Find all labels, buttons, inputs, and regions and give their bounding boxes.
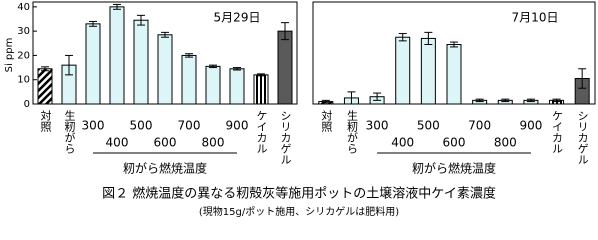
x-tick-label: 600	[443, 136, 466, 150]
error-bar	[450, 41, 458, 48]
group-label: 籾がら燃焼温度	[123, 161, 207, 176]
x-tick-label: 400	[391, 136, 414, 150]
bar	[181, 54, 197, 105]
x-tick-label: シリカゲル	[279, 110, 292, 165]
error-bar	[281, 22, 289, 41]
y-tick-label: 30	[17, 26, 30, 37]
x-tick-label: 生籾がら	[345, 109, 358, 154]
error-bar	[113, 3, 121, 10]
error-bar	[526, 98, 535, 103]
x-tick-label: 500	[130, 119, 153, 133]
y-tick-label: 0	[24, 99, 30, 110]
x-tick-label: シリカゲル	[576, 110, 589, 165]
bar	[85, 23, 101, 105]
error-bar	[552, 98, 561, 103]
bar	[37, 68, 53, 105]
x-tick-label: 800	[202, 136, 225, 150]
bar	[133, 19, 149, 105]
bar	[420, 37, 436, 105]
x-tick-label: 700	[468, 119, 491, 133]
x-tick-label: 生籾がら	[63, 109, 76, 154]
error-bar	[398, 33, 407, 42]
x-tick-label: 300	[366, 119, 389, 133]
y-tick-label: 20	[17, 50, 30, 61]
error-bar	[424, 31, 433, 45]
error-bar	[137, 14, 145, 26]
error-bar	[209, 64, 217, 69]
error-bar	[475, 98, 484, 103]
error-bar	[257, 73, 265, 77]
x-tick-label: 700	[178, 119, 201, 133]
error-bar	[578, 68, 587, 89]
x-tick-label: 400	[106, 136, 129, 150]
x-tick-label: 500	[417, 119, 440, 133]
bar	[205, 65, 221, 105]
panel-title: 5月29日	[214, 11, 261, 25]
error-bar	[347, 91, 356, 105]
x-tick-label: 900	[519, 119, 542, 133]
bar	[277, 30, 293, 105]
error-bar	[321, 99, 330, 104]
x-tick-label: 対照	[39, 109, 52, 133]
bar	[157, 34, 173, 105]
error-bar	[501, 98, 510, 103]
caption: 図２ 燃焼温度の異なる籾殻灰等施用ポットの土壌溶液中ケイ素濃度	[102, 186, 496, 202]
bar	[253, 74, 269, 105]
error-bar	[185, 53, 193, 58]
group-label: 籾がら燃焼温度	[412, 161, 496, 176]
x-tick-label: 300	[82, 119, 105, 133]
note: (現物15g/ポット施用、シリカゲルは肥料用)	[199, 205, 399, 218]
x-tick-label: ケイカル	[255, 110, 268, 154]
y-tick-label: 40	[17, 2, 30, 13]
x-tick-label: ケイカル	[551, 110, 564, 154]
error-bar	[41, 66, 49, 72]
x-tick-label: 800	[494, 136, 517, 150]
error-bar	[373, 92, 382, 101]
y-tick-label: 10	[17, 75, 30, 86]
x-tick-label: 900	[226, 119, 249, 133]
bar	[446, 44, 462, 105]
bar	[395, 36, 411, 105]
error-bar	[65, 54, 73, 76]
x-tick-label: 対照	[320, 109, 333, 133]
panel-title: 7月10日	[512, 11, 559, 25]
chart: 図２ 燃焼温度の異なる籾殻灰等施用ポットの土壌溶液中ケイ素濃度 (現物15g/ポ…	[4, 1, 596, 218]
bar	[109, 6, 125, 105]
bar	[229, 68, 245, 105]
error-bar	[89, 20, 97, 27]
error-bar	[233, 67, 241, 71]
x-tick-label: 600	[154, 136, 177, 150]
error-bar	[161, 31, 169, 38]
y-axis-label: Si ppm	[4, 38, 15, 73]
